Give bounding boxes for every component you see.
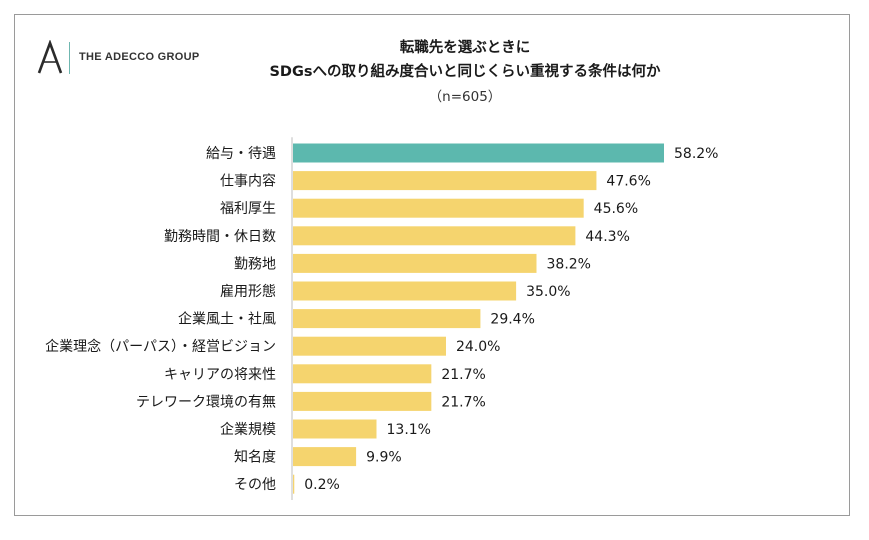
bar xyxy=(293,253,537,273)
adecco-logo-icon xyxy=(37,40,63,74)
data-label: 13.1% xyxy=(387,422,431,438)
category-label: テレワーク環境の有無 xyxy=(136,394,276,410)
bar xyxy=(293,364,432,384)
data-label: 45.6% xyxy=(594,201,638,217)
category-label: 企業風土・社風 xyxy=(178,311,276,328)
data-label: 29.4% xyxy=(490,312,534,328)
category-label: キャリアの将来性 xyxy=(164,367,276,383)
category-label: その他 xyxy=(234,477,276,493)
bar xyxy=(293,198,584,218)
category-label: 雇用形態 xyxy=(220,283,276,300)
data-label: 21.7% xyxy=(441,394,485,410)
chart-title-line-1: 転職先を選ぶときに xyxy=(399,40,531,56)
bar xyxy=(293,336,446,356)
data-label: 24.0% xyxy=(456,339,500,355)
data-label: 0.2% xyxy=(304,477,340,493)
data-label: 35.0% xyxy=(526,284,570,300)
chart-title-block: 転職先を選ぶときに SDGsへの取り組み度合いと同じくらい重視する条件は何か （… xyxy=(230,36,700,110)
logo-text: THE ADECCO GROUP xyxy=(79,51,200,63)
bar xyxy=(293,226,576,246)
category-label: 勤務時間・休日数 xyxy=(164,229,276,245)
bar xyxy=(293,391,432,411)
data-label: 9.9% xyxy=(366,450,402,466)
bar xyxy=(293,447,357,467)
bar xyxy=(293,143,664,163)
bar xyxy=(293,281,517,301)
bar xyxy=(293,474,295,494)
bar xyxy=(293,171,597,191)
category-label: 企業理念（パーパス）・経営ビジョン xyxy=(45,338,276,355)
category-label: 企業規模 xyxy=(220,421,276,438)
category-label: 仕事内容 xyxy=(220,173,276,190)
data-label: 47.6% xyxy=(606,174,650,190)
sample-size-label: （n=605） xyxy=(428,89,502,105)
category-label: 勤務地 xyxy=(234,256,276,272)
bar xyxy=(293,309,481,329)
category-label: 福利厚生 xyxy=(220,201,276,217)
logo-divider xyxy=(69,42,70,74)
data-label: 58.2% xyxy=(674,146,718,162)
data-label: 38.2% xyxy=(547,256,591,272)
category-label: 給与・待遇 xyxy=(206,146,276,162)
category-label: 知名度 xyxy=(234,449,276,466)
bar xyxy=(293,419,377,439)
chart-title-line-2: SDGsへの取り組み度合いと同じくらい重視する条件は何か xyxy=(269,64,661,80)
data-label: 44.3% xyxy=(585,229,629,245)
data-label: 21.7% xyxy=(441,367,485,383)
